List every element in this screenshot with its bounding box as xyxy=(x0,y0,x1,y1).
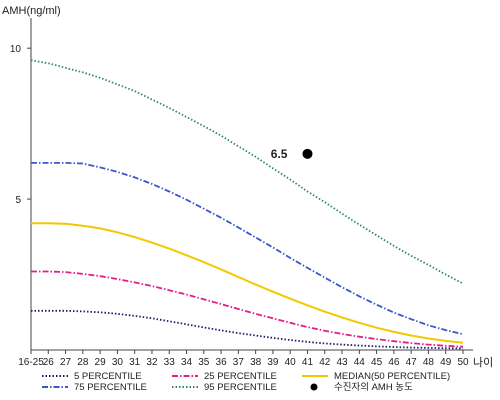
x-tick-label: 31 xyxy=(129,357,141,368)
x-tick-label: 45 xyxy=(371,357,383,368)
x-tick-label: 50 xyxy=(457,357,469,368)
patient-amh-label: 6.5 xyxy=(271,147,288,161)
legend: 5 PERCENTILE 25 PERCENTILE MEDIAN(50 PERCE… xyxy=(42,371,450,393)
x-tick-label: 34 xyxy=(181,357,193,368)
patient-amh-point xyxy=(302,148,313,159)
series-line-5 xyxy=(30,59,464,285)
x-tick-label: 41 xyxy=(302,357,314,368)
x-tick-label: 36 xyxy=(216,357,228,368)
legend-label-1: 5 PERCENTILE xyxy=(74,371,142,382)
series-line-4 xyxy=(31,161,464,336)
x-tick-label: 43 xyxy=(336,357,348,368)
x-tick-label: 42 xyxy=(319,357,331,368)
x-tick-label: 44 xyxy=(354,357,366,368)
x-tick-label: 47 xyxy=(406,357,418,368)
y-axis-label: AMH(ng/ml) xyxy=(2,5,61,17)
x-tick-label: 16-25 xyxy=(18,357,44,368)
x-tick-label: 37 xyxy=(233,357,245,368)
x-tick-label: 28 xyxy=(77,357,89,368)
series-line-3 xyxy=(31,222,464,344)
series-line-1 xyxy=(31,309,464,350)
legend-label-3: MEDIAN(50 PERCENTILE) xyxy=(334,371,450,382)
legend-swatch-patient xyxy=(310,383,318,391)
y-tick-label: 5 xyxy=(15,195,21,206)
x-tick-label: 35 xyxy=(198,357,210,368)
x-tick-label: 30 xyxy=(112,357,124,368)
series-lines xyxy=(30,59,464,350)
legend-label-5: 95 PERCENTILE xyxy=(204,382,277,393)
annotation: 6.5 xyxy=(271,147,313,161)
x-tick-label: 38 xyxy=(250,357,262,368)
legend-label-patient: 수진자의 AMH 농도 xyxy=(334,382,413,393)
x-tick-label: 29 xyxy=(95,357,107,368)
legend-label-4: 75 PERCENTILE xyxy=(74,382,147,393)
x-tick-label: 49 xyxy=(440,357,452,368)
y-tick-label: 10 xyxy=(10,44,22,55)
x-tick-label: 39 xyxy=(267,357,279,368)
series-line-2 xyxy=(31,270,464,348)
x-tick-label: 33 xyxy=(164,357,176,368)
legend-label-2: 25 PERCENTILE xyxy=(204,371,277,382)
x-tick-label: 26 xyxy=(43,357,55,368)
x-tick-label: 46 xyxy=(388,357,400,368)
x-axis-label: 나이 xyxy=(473,356,493,369)
x-tick-label: 32 xyxy=(146,357,158,368)
x-tick-label: 27 xyxy=(60,357,72,368)
x-tick-label: 40 xyxy=(285,357,297,368)
x-tick-label: 48 xyxy=(423,357,435,368)
